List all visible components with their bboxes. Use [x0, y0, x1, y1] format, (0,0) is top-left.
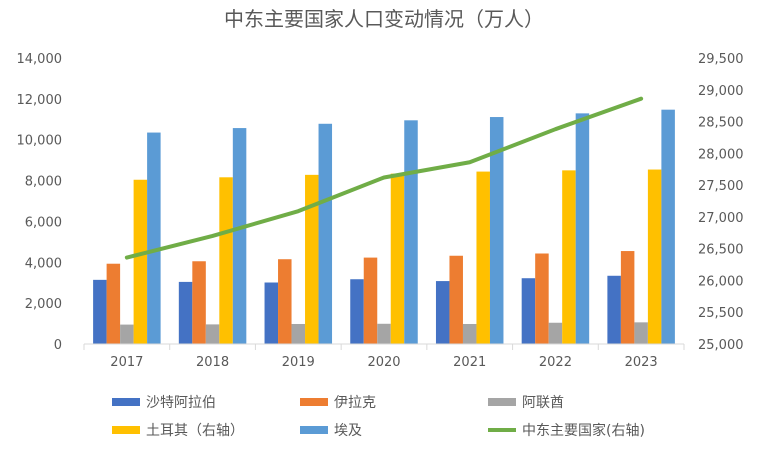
- legend-label: 伊拉克: [334, 395, 376, 411]
- left-tick-label: 14,000: [17, 52, 63, 67]
- bar-5-2017: [147, 132, 161, 344]
- right-tick-label: 27,500: [698, 179, 744, 194]
- bar-2-2021: [449, 255, 463, 344]
- right-tick-label: 28,000: [698, 147, 744, 162]
- bar-1-2020: [350, 279, 364, 344]
- legend-swatch: [300, 426, 328, 434]
- right-tick-label: 29,000: [698, 84, 744, 99]
- right-tick-label: 25,000: [698, 338, 744, 353]
- bar-1-2023: [607, 275, 621, 344]
- bar-2-2023: [620, 251, 635, 344]
- bar-1-2021: [435, 281, 450, 344]
- left-axis-ticks: 0 2,000 4,000 6,000 8,000 10,000 12,000 14,000: [17, 52, 63, 353]
- bar-5-2023: [661, 109, 675, 345]
- right-tick-label: 26,000: [698, 274, 744, 289]
- legend-label: 埃及: [334, 423, 362, 439]
- bar-3-2021: [462, 323, 477, 344]
- category-label: 2020: [367, 355, 400, 370]
- legend-label: 阿联酋: [522, 394, 564, 411]
- left-tick-label: 0: [54, 338, 62, 353]
- bar-4-2018: [219, 177, 233, 344]
- category-label: 2017: [110, 355, 143, 370]
- bar-4-2022: [562, 170, 576, 344]
- bar-2-2017: [106, 263, 121, 344]
- left-tick-label: 10,000: [17, 134, 63, 149]
- bar-2-2019: [278, 259, 292, 344]
- bar-1-2019: [264, 282, 279, 344]
- legend-swatch: [112, 426, 140, 434]
- right-tick-label: 26,500: [698, 243, 744, 258]
- legend-label: 沙特阿拉伯: [146, 395, 216, 411]
- left-tick-label: 2,000: [25, 297, 62, 312]
- bar-5-2021: [489, 117, 504, 344]
- left-tick-label: 4,000: [25, 256, 62, 271]
- bar-1-2022: [521, 278, 536, 344]
- right-axis-ticks: 25,000 25,500 26,000 26,500 27,000 27,500 28,0…: [698, 52, 744, 353]
- bar-3-2018: [205, 324, 220, 344]
- bar-2-2018: [192, 261, 206, 344]
- bar-1-2017: [93, 279, 107, 344]
- left-tick-label: 6,000: [25, 215, 62, 230]
- bar-4-2021: [476, 171, 490, 344]
- bar-4-2020: [390, 173, 405, 344]
- legend-label: 土耳其（右轴）: [146, 423, 244, 439]
- chart-title: 中东主要国家人口变动情况（万人）: [224, 7, 544, 31]
- legend-label: 中东主要国家(右轴): [522, 422, 645, 439]
- category-label: 2022: [539, 355, 572, 370]
- bar-4-2023: [647, 169, 662, 344]
- category-label: 2018: [196, 355, 229, 370]
- bar-2-2020: [363, 257, 378, 344]
- legend-swatch: [300, 398, 328, 406]
- bar-4-2017: [133, 179, 148, 344]
- left-tick-label: 8,000: [25, 175, 62, 190]
- bar-3-2022: [548, 322, 563, 344]
- bar-2-2022: [535, 253, 549, 344]
- right-tick-label: 27,000: [698, 211, 744, 226]
- line-total: [124, 96, 644, 260]
- legend-swatch: [488, 398, 516, 406]
- category-label: 2021: [453, 355, 486, 370]
- bar-5-2022: [575, 113, 590, 344]
- bar-4-2019: [305, 174, 319, 344]
- category-label: 2023: [625, 355, 658, 370]
- x-axis: 2017 2018 2019 2020 2021 2022 2023: [83, 343, 685, 370]
- bars: [93, 109, 675, 345]
- legend-swatch: [112, 398, 140, 406]
- bar-3-2017: [120, 324, 134, 344]
- right-tick-label: 29,500: [698, 52, 744, 67]
- right-tick-label: 25,500: [698, 306, 744, 321]
- bar-5-2020: [404, 120, 418, 344]
- bar-3-2019: [291, 323, 306, 344]
- bar-5-2019: [318, 123, 333, 344]
- category-label: 2019: [282, 355, 315, 370]
- bar-3-2023: [634, 322, 648, 344]
- left-tick-label: 12,000: [17, 93, 63, 108]
- bar-5-2018: [232, 128, 247, 344]
- right-tick-label: 28,500: [698, 116, 744, 131]
- bar-1-2018: [178, 281, 193, 344]
- bar-3-2020: [377, 323, 391, 344]
- line-series: [124, 96, 644, 260]
